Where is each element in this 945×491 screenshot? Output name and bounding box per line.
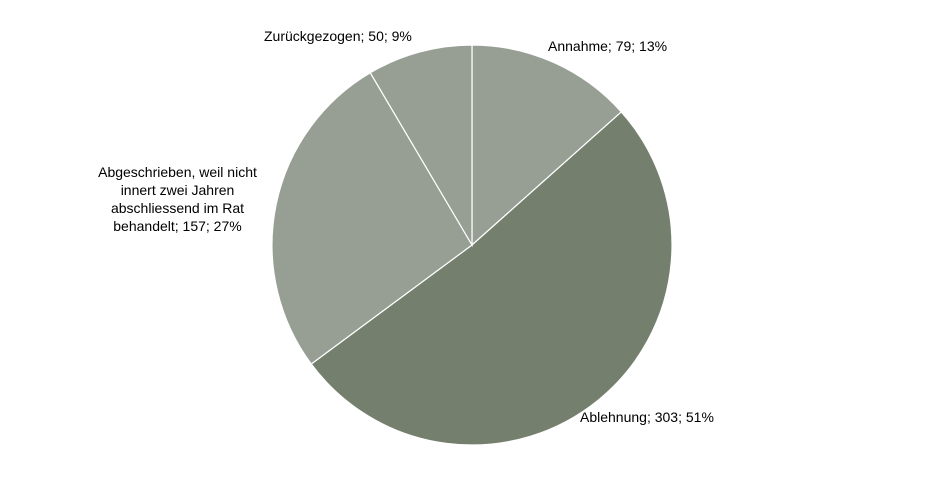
slice-label-zurueckgezogen: Zurückgezogen; 50; 9% <box>264 28 412 44</box>
pie-slice-ablehnung <box>310 111 673 446</box>
pie-slices <box>271 44 673 446</box>
pie-slice-annahme <box>471 44 623 247</box>
pie-slice-zurueckgezogen <box>369 44 473 248</box>
pie-slice-abgeschrieben <box>271 71 473 365</box>
slice-label-annahme: Annahme; 79; 13% <box>548 38 668 54</box>
slice-label-ablehnung: Ablehnung; 303; 51% <box>580 409 714 425</box>
slice-label-abgeschrieben: Abgeschrieben, weil nicht innert zwei Ja… <box>98 164 257 234</box>
